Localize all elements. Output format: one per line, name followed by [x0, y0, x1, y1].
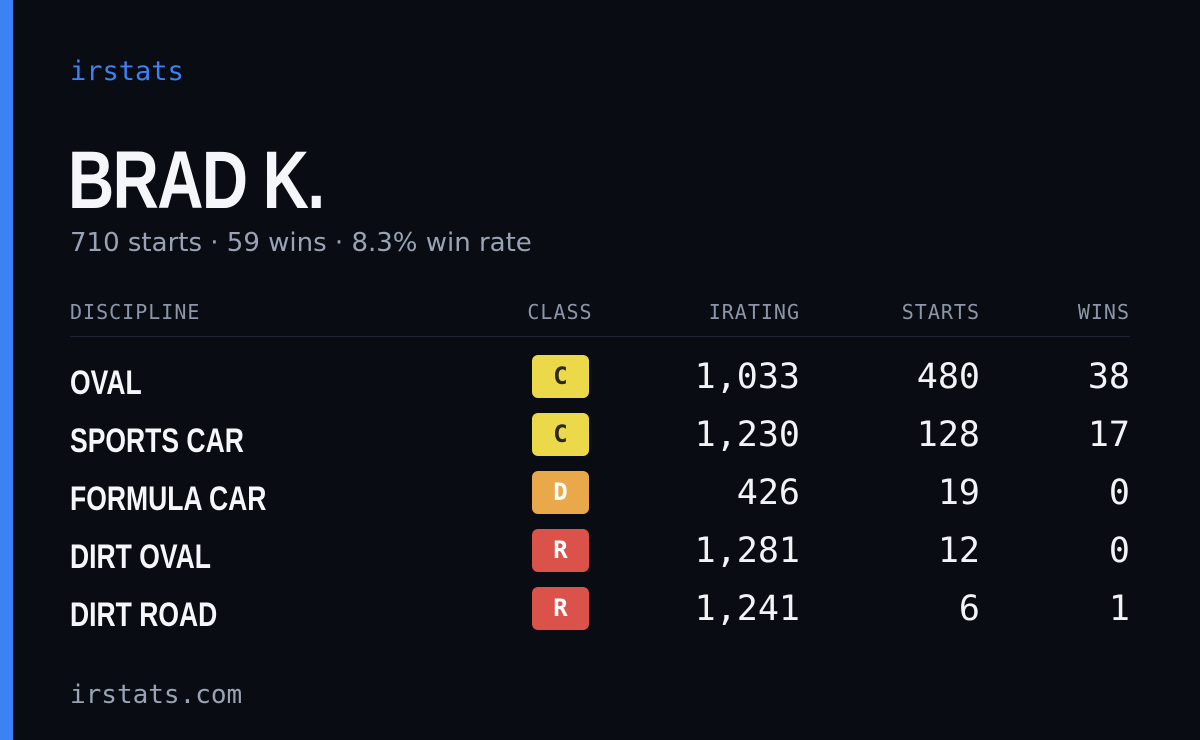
- brand-logo-text[interactable]: irstats: [70, 56, 184, 87]
- wins-value: 0: [1108, 531, 1130, 571]
- header-class: CLASS: [527, 300, 593, 324]
- wins-value: 1: [1108, 589, 1130, 629]
- class-badge: R: [532, 529, 589, 572]
- table-row: DIRT OVAL R 1,281 12 0: [70, 511, 1130, 576]
- discipline-name: FORMULA CAR: [70, 480, 267, 518]
- discipline-name: DIRT ROAD: [70, 596, 218, 634]
- discipline-name: DIRT OVAL: [70, 538, 211, 576]
- starts-value: 480: [916, 357, 980, 397]
- irating-value: 426: [736, 473, 800, 513]
- header-discipline: DISCIPLINE: [70, 300, 201, 324]
- discipline-name: SPORTS CAR: [70, 422, 244, 460]
- class-badge: D: [532, 471, 589, 514]
- wins-value: 38: [1087, 357, 1130, 397]
- driver-name: BRAD K.: [68, 135, 325, 226]
- footer-url[interactable]: irstats.com: [70, 680, 243, 710]
- starts-value: 12: [937, 531, 980, 571]
- starts-value: 19: [937, 473, 980, 513]
- header-starts: STARTS: [901, 300, 980, 324]
- header-irating: IRATING: [708, 300, 800, 324]
- discipline-name: OVAL: [70, 364, 142, 402]
- table-row: OVAL C 1,033 480 38: [70, 337, 1130, 402]
- stats-table: DISCIPLINE CLASS IRATING STARTS WINS OVA…: [70, 300, 1130, 634]
- wins-value: 0: [1108, 473, 1130, 513]
- irating-value: 1,033: [694, 357, 800, 397]
- class-badge: C: [532, 413, 589, 456]
- header-wins: WINS: [1077, 300, 1130, 324]
- table-header: DISCIPLINE CLASS IRATING STARTS WINS: [70, 300, 1130, 337]
- irating-value: 1,230: [694, 415, 800, 455]
- wins-value: 17: [1087, 415, 1130, 455]
- starts-value: 128: [916, 415, 980, 455]
- starts-value: 6: [958, 589, 980, 629]
- class-badge: C: [532, 355, 589, 398]
- class-badge: R: [532, 587, 589, 630]
- driver-summary: 710 starts · 59 wins · 8.3% win rate: [70, 228, 532, 258]
- table-row: DIRT ROAD R 1,241 6 1: [70, 569, 1130, 634]
- irating-value: 1,241: [694, 589, 800, 629]
- accent-bar: [0, 0, 13, 740]
- irating-value: 1,281: [694, 531, 800, 571]
- table-row: FORMULA CAR D 426 19 0: [70, 453, 1130, 518]
- table-row: SPORTS CAR C 1,230 128 17: [70, 395, 1130, 460]
